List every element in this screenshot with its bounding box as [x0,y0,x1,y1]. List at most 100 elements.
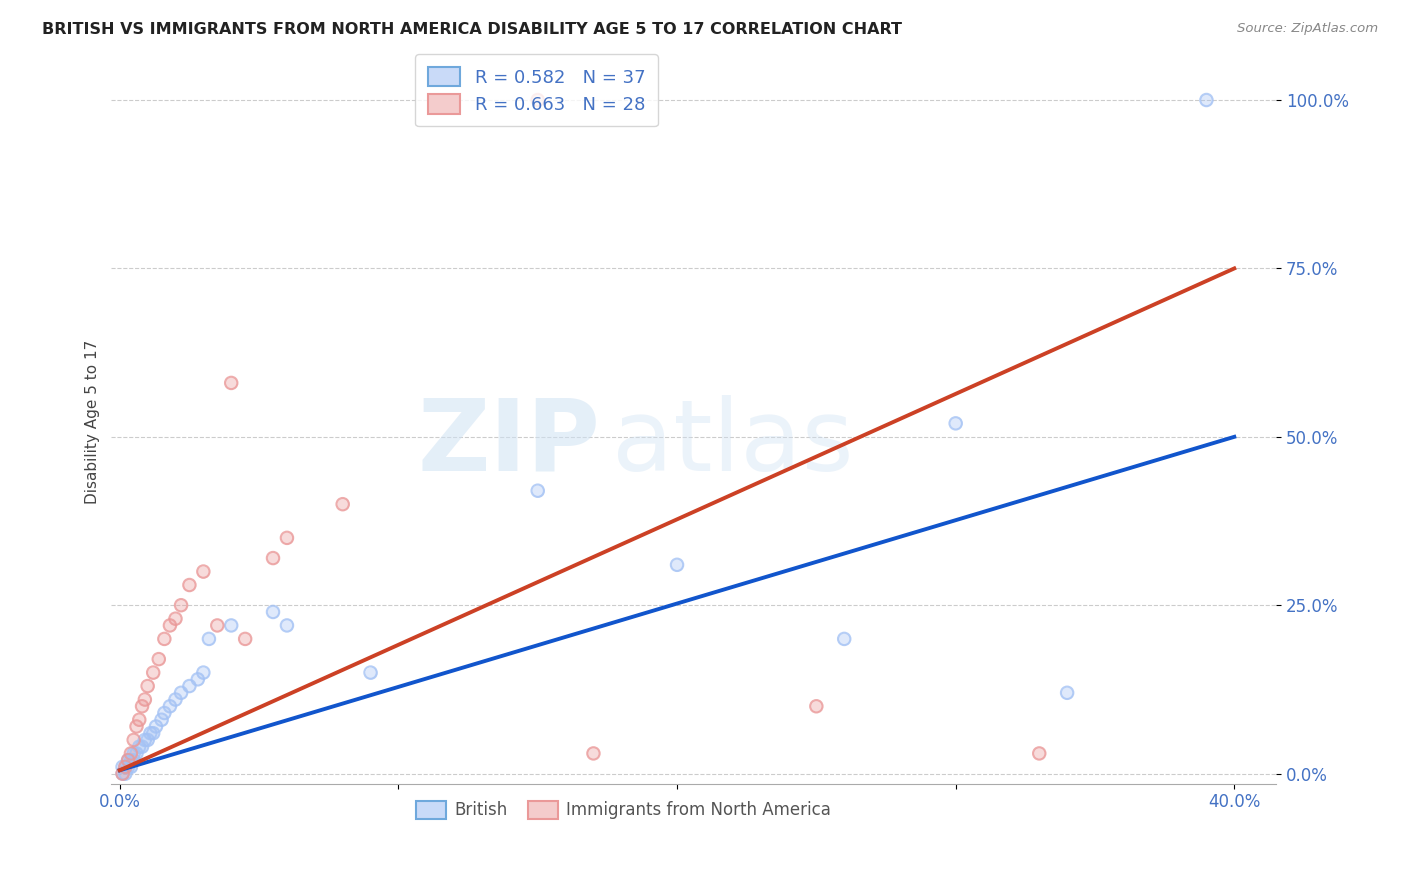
Point [114,760,136,774]
Point [170,599,193,613]
Point [136,733,159,747]
Point [111,766,134,780]
Point [120,753,142,767]
Point [582,747,605,761]
Point [128,739,150,754]
Point [832,632,855,646]
Point [187,673,209,687]
Point [128,713,150,727]
Point [125,747,148,761]
Point [832,632,855,646]
Point [666,558,689,572]
Point [131,739,153,754]
Point [120,747,142,761]
Point [1028,747,1050,761]
Point [165,692,187,706]
Point [139,726,162,740]
Point [134,692,156,706]
Point [219,618,242,632]
Point [360,665,382,680]
Text: BRITISH VS IMMIGRANTS FROM NORTH AMERICA DISABILITY AGE 5 TO 17 CORRELATION CHAR: BRITISH VS IMMIGRANTS FROM NORTH AMERICA… [42,22,903,37]
Point [120,747,142,761]
Point [945,417,967,431]
Point [219,376,242,390]
Point [111,760,134,774]
Point [262,605,284,619]
Point [165,692,187,706]
Point [145,719,167,733]
Point [125,719,148,733]
Y-axis label: Disability Age 5 to 17: Disability Age 5 to 17 [86,340,100,504]
Point [262,605,284,619]
Point [179,578,201,592]
Point [526,93,548,107]
Point [125,747,148,761]
Point [526,93,548,107]
Point [128,739,150,754]
Point [360,665,382,680]
Point [131,699,153,714]
Point [187,673,209,687]
Point [148,652,170,666]
Point [111,766,134,780]
Point [131,699,153,714]
Point [159,699,181,714]
Point [1195,93,1218,107]
Point [114,766,136,780]
Point [159,618,181,632]
Text: Source: ZipAtlas.com: Source: ZipAtlas.com [1237,22,1378,36]
Point [193,665,215,680]
Point [134,733,156,747]
Point [526,483,548,498]
Point [165,612,187,626]
Point [122,747,145,761]
Point [111,766,134,780]
Point [233,632,256,646]
Point [114,760,136,774]
Point [1056,686,1078,700]
Point [219,618,242,632]
Point [134,733,156,747]
Point [207,618,229,632]
Point [666,558,689,572]
Point [122,753,145,767]
Point [122,733,145,747]
Point [1195,93,1218,107]
Point [526,483,548,498]
Point [120,753,142,767]
Point [198,632,221,646]
Point [114,766,136,780]
Point [262,551,284,566]
Point [153,706,176,720]
Point [165,612,187,626]
Point [114,760,136,774]
Point [131,739,153,754]
Point [332,497,354,511]
Point [153,632,176,646]
Point [117,753,139,767]
Point [111,760,134,774]
Point [170,599,193,613]
Point [122,753,145,767]
Point [159,699,181,714]
Point [134,692,156,706]
Point [139,726,162,740]
Point [193,665,215,680]
Point [276,618,298,632]
Point [153,632,176,646]
Point [233,632,256,646]
Point [1056,686,1078,700]
Point [125,719,148,733]
Point [193,565,215,579]
Point [142,665,165,680]
Point [111,766,134,780]
Point [170,686,193,700]
Point [150,713,173,727]
Point [136,679,159,693]
Point [806,699,828,714]
Point [582,747,605,761]
Point [332,497,354,511]
Point [114,760,136,774]
Point [122,733,145,747]
Point [136,733,159,747]
